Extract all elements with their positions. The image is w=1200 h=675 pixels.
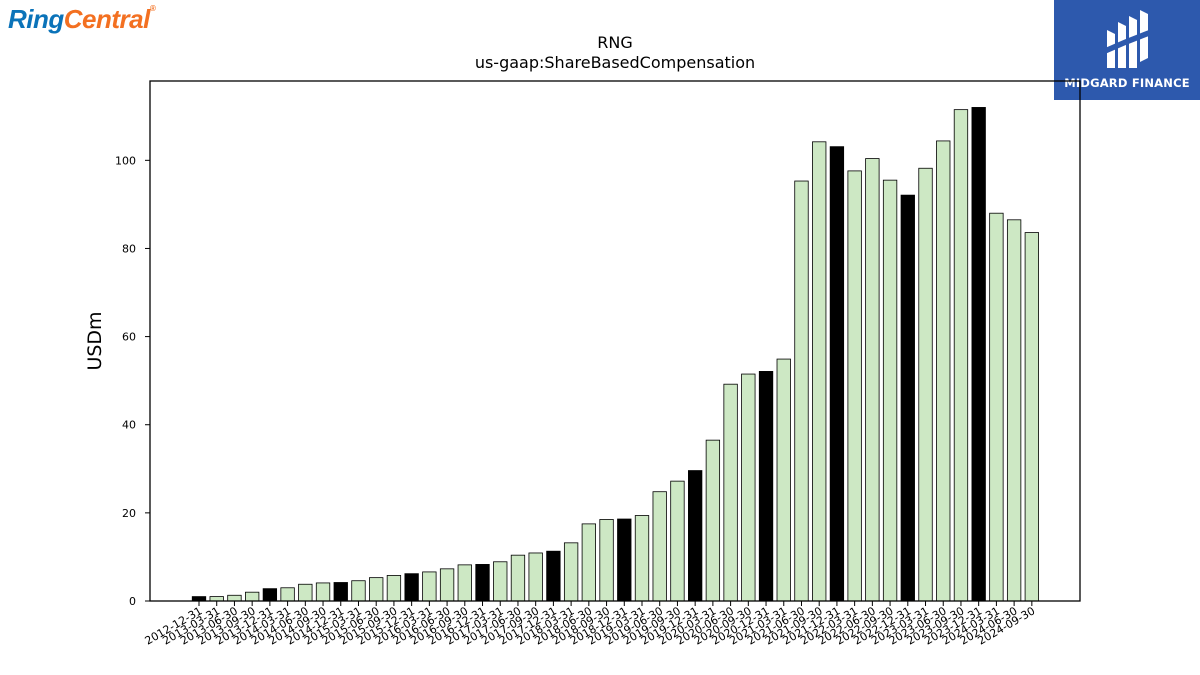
bar-2021-09-30 bbox=[812, 141, 827, 602]
y-tick-label: 60 bbox=[122, 331, 136, 344]
bar-2013-06-30 bbox=[227, 594, 242, 602]
midgard-finance-logo: MIDGARD FINANCE bbox=[1054, 0, 1200, 100]
bar-2022-06-30 bbox=[865, 158, 880, 602]
bar-2021-12-31 bbox=[829, 146, 845, 602]
bar-2017-03-31 bbox=[493, 561, 508, 602]
bar-2023-12-31 bbox=[971, 107, 986, 602]
bar-2022-12-31 bbox=[900, 194, 915, 602]
bar-2015-09-30 bbox=[386, 575, 402, 602]
bar-2024-03-31 bbox=[989, 212, 1004, 602]
y-tick-label: 40 bbox=[122, 419, 136, 432]
midgard-finance-text: MIDGARD FINANCE bbox=[1064, 76, 1190, 90]
bar-2015-03-31 bbox=[351, 580, 366, 602]
bar-2013-12-31 bbox=[262, 588, 278, 602]
y-tick-label: 100 bbox=[115, 154, 136, 167]
bar-group bbox=[191, 107, 1039, 602]
chart-title: RNG bbox=[597, 33, 632, 52]
bar-2019-06-30 bbox=[652, 491, 667, 602]
bar-2023-06-30 bbox=[936, 140, 951, 602]
y-tick-label: 0 bbox=[129, 595, 136, 608]
y-tick-label: 80 bbox=[122, 242, 136, 255]
bar-2013-09-30 bbox=[245, 591, 260, 602]
bar-2023-03-31 bbox=[918, 167, 933, 602]
y-axis-label: USDm bbox=[84, 311, 106, 370]
bar-2017-12-31 bbox=[546, 550, 561, 602]
bar-2019-12-31 bbox=[688, 470, 703, 602]
bar-2018-09-30 bbox=[599, 519, 614, 602]
x-axis-ticks: 2012-12-312013-03-312013-06-302013-09-30… bbox=[143, 601, 1037, 648]
bar-2016-09-30 bbox=[457, 564, 472, 602]
bar-2016-03-31 bbox=[422, 571, 437, 602]
bar-2022-03-31 bbox=[847, 170, 862, 602]
bar-2016-12-31 bbox=[475, 564, 490, 602]
bar-2015-06-30 bbox=[369, 577, 384, 602]
y-axis-ticks: 0 20 40 60 80 100 bbox=[115, 154, 150, 608]
bar-2019-09-30 bbox=[670, 480, 685, 602]
bar-2024-09-30 bbox=[1024, 232, 1039, 602]
bar-2018-06-30 bbox=[581, 523, 596, 602]
ringcentral-logo: RingCentral® bbox=[8, 4, 156, 34]
bar-2020-03-31 bbox=[705, 439, 721, 602]
y-tick-label: 20 bbox=[122, 507, 136, 520]
bar-2017-06-30 bbox=[510, 554, 526, 602]
bar-2018-12-31 bbox=[617, 518, 632, 602]
bar-2017-09-30 bbox=[528, 552, 543, 602]
bar-2016-06-30 bbox=[439, 568, 455, 602]
bar-2024-06-30 bbox=[1006, 219, 1022, 602]
bar-2021-03-31 bbox=[776, 358, 791, 602]
bar-2014-06-30 bbox=[298, 583, 313, 602]
bar-2014-03-31 bbox=[280, 587, 295, 602]
midgard-emblem-icon bbox=[1105, 10, 1149, 68]
bar-2014-12-31 bbox=[333, 582, 348, 602]
bar-2015-12-31 bbox=[404, 573, 419, 602]
bar-2021-06-30 bbox=[794, 180, 809, 602]
bar-2020-06-30 bbox=[723, 383, 738, 602]
plot-frame bbox=[149, 80, 1081, 602]
bar-2013-03-31 bbox=[209, 596, 224, 602]
bar-2019-03-31 bbox=[634, 515, 650, 602]
bar-2012-12-31 bbox=[191, 596, 207, 602]
chart-subtitle: us-gaap:ShareBasedCompensation bbox=[475, 53, 755, 72]
bar-2020-12-31 bbox=[758, 371, 774, 602]
bar-2023-09-30 bbox=[953, 109, 969, 602]
bar-2014-09-30 bbox=[315, 582, 331, 602]
bar-2022-09-30 bbox=[882, 179, 898, 602]
bar-2018-03-31 bbox=[563, 542, 579, 602]
bar-2020-09-30 bbox=[741, 373, 756, 602]
